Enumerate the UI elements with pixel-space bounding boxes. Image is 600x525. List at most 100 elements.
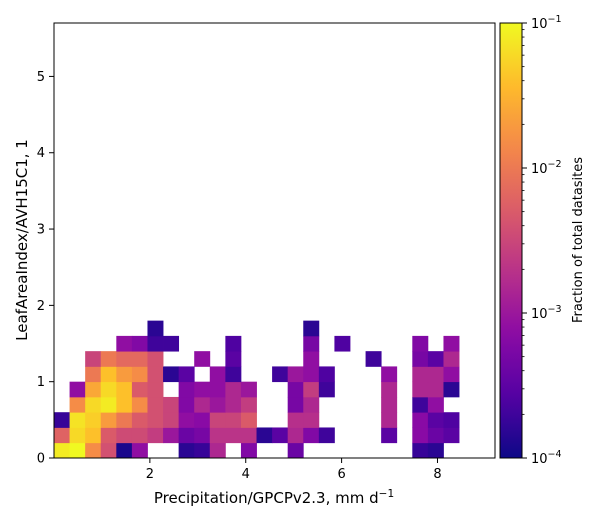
- heatmap-cell: [318, 381, 335, 398]
- heatmap-cell: [225, 381, 242, 398]
- heatmap-cell: [178, 412, 195, 428]
- heatmap-cell: [225, 351, 242, 367]
- colorbar-label: Fraction of total datasites: [571, 157, 586, 323]
- heatmap-cell: [287, 412, 304, 428]
- heatmap-cell: [100, 427, 117, 444]
- heatmap-cell: [194, 396, 211, 413]
- heatmap-cell: [209, 396, 226, 413]
- x-axis-label: Precipitation/GPCPv2.3, mm d−1: [154, 488, 394, 507]
- heatmap-cell: [163, 427, 180, 444]
- heatmap-cell: [427, 351, 444, 367]
- heatmap-cell: [412, 381, 429, 398]
- heatmap-cell: [303, 381, 320, 398]
- heatmap-cell: [147, 366, 164, 383]
- heatmap-cell: [131, 351, 148, 367]
- heatmap-cell: [303, 320, 320, 337]
- heatmap-cell: [194, 351, 211, 367]
- heatmap-cell: [85, 442, 102, 459]
- heatmap-cell: [100, 442, 117, 459]
- heatmap-cell: [147, 412, 164, 428]
- y-axis-label: LeafAreaIndex/AVH15C1, 1: [13, 139, 31, 341]
- heatmap-cell: [412, 351, 429, 367]
- heatmap-cell: [443, 381, 460, 398]
- heatmap-cell: [381, 381, 398, 398]
- heatmap-cell: [100, 351, 117, 367]
- heatmap-cell: [178, 381, 195, 398]
- heatmap-cell: [272, 366, 289, 383]
- heatmap-cell: [85, 412, 102, 428]
- heatmap-cell: [427, 381, 444, 398]
- heatmap-cell: [116, 366, 133, 383]
- heatmap-cell: [287, 366, 304, 383]
- heatmap-cell: [194, 427, 211, 444]
- heatmap-cell: [209, 427, 226, 444]
- heatmap-cell: [69, 442, 86, 459]
- heatmap-cell: [85, 351, 102, 367]
- heatmap-cell: [163, 396, 180, 413]
- y-tick-label: 2: [37, 299, 45, 314]
- heatmap-cell: [100, 381, 117, 398]
- heatmap-cell: [194, 381, 211, 398]
- heatmap-cell: [163, 412, 180, 428]
- heatmap-cell: [287, 381, 304, 398]
- heatmap-cell: [209, 442, 226, 459]
- heatmap-cell: [85, 366, 102, 383]
- heatmap-cell: [194, 412, 211, 428]
- heatmap-cell: [412, 442, 429, 459]
- heatmap-cell: [116, 351, 133, 367]
- heatmap-cell: [381, 366, 398, 383]
- heatmap-cell: [116, 381, 133, 398]
- heatmap-cell: [412, 335, 429, 352]
- heatmap-cell: [85, 427, 102, 444]
- heatmap-cell: [287, 396, 304, 413]
- x-tick-label: 6: [337, 467, 345, 482]
- heatmap-cell: [256, 427, 273, 444]
- heatmap-cell: [225, 412, 242, 428]
- heatmap-cell: [131, 442, 148, 459]
- heatmap-cell: [69, 427, 86, 444]
- colorbar-tick-label: 10−1: [531, 14, 562, 32]
- heatmap-cell: [443, 335, 460, 352]
- heatmap-cell: [381, 427, 398, 444]
- heatmap-cell: [69, 412, 86, 428]
- heatmap-cell: [381, 396, 398, 413]
- plot-frame: [53, 22, 496, 459]
- heatmap-cell: [100, 366, 117, 383]
- colorbar-ticks: 10−1 10−2 10−3 10−4: [522, 14, 562, 467]
- x-tick-label: 8: [433, 467, 441, 482]
- heatmap-cell: [69, 396, 86, 413]
- heatmap-cell: [412, 366, 429, 383]
- heatmap-cell: [85, 396, 102, 413]
- heatmap-cell: [427, 396, 444, 413]
- y-tick-label: 5: [37, 70, 45, 85]
- heatmap-cell: [131, 381, 148, 398]
- heatmap-cell: [303, 412, 320, 428]
- heatmap-cell: [240, 412, 257, 428]
- heatmap-cell: [116, 442, 133, 459]
- heatmap-cell: [163, 335, 180, 352]
- heatmap-cell: [412, 427, 429, 444]
- heatmap-cell: [287, 427, 304, 444]
- heatmap-cell: [85, 381, 102, 398]
- y-tick-label: 4: [37, 146, 45, 161]
- heatmap-cell: [365, 351, 382, 367]
- heatmap-cell: [100, 396, 117, 413]
- heatmap-cell: [318, 427, 335, 444]
- heatmap-cell: [54, 412, 70, 428]
- heatmap-cell: [131, 412, 148, 428]
- heatmap-cell: [178, 396, 195, 413]
- heatmap-cells: [54, 320, 460, 459]
- heatmap-cell: [116, 412, 133, 428]
- heatmap-cell: [427, 366, 444, 383]
- heatmap-cell: [131, 427, 148, 444]
- heatmap-cell: [303, 396, 320, 413]
- heatmap-cell: [225, 427, 242, 444]
- x-axis-ticks: 2 4 6 8: [146, 458, 442, 482]
- heatmap-cell: [116, 396, 133, 413]
- heatmap-cell: [303, 366, 320, 383]
- heatmap-cell: [412, 396, 429, 413]
- heatmap-cell: [427, 427, 444, 444]
- heatmap-cell: [209, 381, 226, 398]
- heatmap-cell: [147, 351, 164, 367]
